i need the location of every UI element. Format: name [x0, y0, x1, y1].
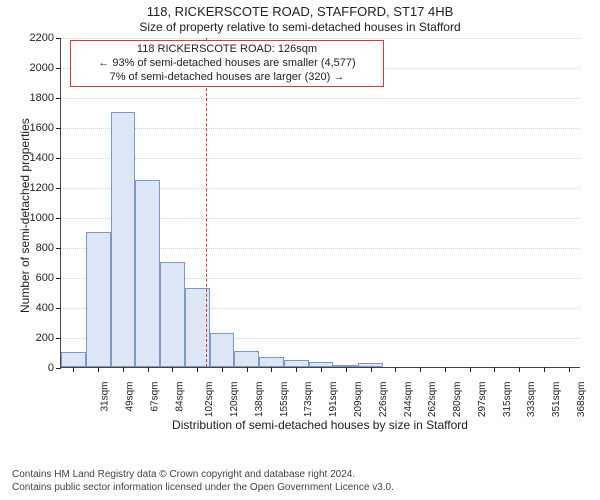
y-tick-mark	[56, 38, 61, 39]
x-tick-label: 351sqm	[551, 382, 562, 418]
x-tick-label: 209sqm	[353, 382, 364, 418]
x-tick-label: 280sqm	[452, 382, 463, 418]
grid-line	[61, 98, 580, 99]
y-tick-mark	[56, 98, 61, 99]
y-tick-mark	[56, 218, 61, 219]
histogram-bar	[259, 357, 284, 368]
y-tick-mark	[56, 68, 61, 69]
x-tick-label: 67sqm	[149, 382, 160, 412]
y-tick-label: 800	[4, 242, 54, 254]
histogram-bar	[135, 180, 160, 368]
x-tick-mark	[445, 367, 446, 372]
x-tick-label: 102sqm	[205, 382, 216, 418]
y-tick-label: 0	[4, 362, 54, 374]
y-tick-mark	[56, 368, 61, 369]
x-tick-mark	[123, 367, 124, 372]
x-tick-mark	[420, 367, 421, 372]
x-tick-mark	[172, 367, 173, 372]
footer-attribution: Contains HM Land Registry data © Crown c…	[12, 469, 394, 494]
x-tick-mark	[519, 367, 520, 372]
x-tick-label: 226sqm	[378, 382, 389, 418]
x-tick-label: 315sqm	[502, 382, 513, 418]
x-tick-label: 155sqm	[279, 382, 290, 418]
x-tick-label: 191sqm	[328, 382, 339, 418]
y-tick-label: 1800	[4, 92, 54, 104]
y-tick-mark	[56, 158, 61, 159]
page-title: 118, RICKERSCOTE ROAD, STAFFORD, ST17 4H…	[0, 4, 600, 19]
x-tick-mark	[569, 367, 570, 372]
x-tick-label: 84sqm	[174, 382, 185, 412]
y-tick-label: 2000	[4, 62, 54, 74]
x-tick-mark	[222, 367, 223, 372]
histogram-bar	[210, 333, 235, 368]
histogram-bar	[234, 351, 259, 368]
x-axis-label: Distribution of semi-detached houses by …	[60, 418, 580, 432]
histogram-bar	[61, 352, 86, 367]
histogram-bar	[160, 262, 185, 367]
histogram-bar	[284, 360, 309, 367]
x-tick-mark	[296, 367, 297, 372]
y-tick-label: 200	[4, 332, 54, 344]
y-tick-label: 1200	[4, 182, 54, 194]
x-tick-mark	[494, 367, 495, 372]
x-tick-label: 138sqm	[254, 382, 265, 418]
annotation-line: 118 RICKERSCOTE ROAD: 126sqm	[77, 43, 377, 57]
histogram-bar	[111, 112, 136, 367]
y-tick-mark	[56, 128, 61, 129]
y-tick-mark	[56, 188, 61, 189]
x-tick-label: 297sqm	[477, 382, 488, 418]
x-tick-label: 120sqm	[229, 382, 240, 418]
y-tick-label: 1600	[4, 122, 54, 134]
x-tick-mark	[197, 367, 198, 372]
x-tick-label: 368sqm	[576, 382, 587, 418]
property-size-marker	[206, 38, 207, 367]
x-tick-mark	[395, 367, 396, 372]
y-tick-label: 600	[4, 272, 54, 284]
page-subtitle: Size of property relative to semi-detach…	[0, 20, 600, 34]
x-tick-label: 49sqm	[125, 382, 136, 412]
y-tick-mark	[56, 338, 61, 339]
x-tick-mark	[73, 367, 74, 372]
footer-line-2: Contains public sector information licen…	[12, 482, 394, 495]
y-tick-label: 1400	[4, 152, 54, 164]
chart-plot-area	[60, 38, 580, 368]
annotation-box: 118 RICKERSCOTE ROAD: 126sqm← 93% of sem…	[70, 40, 384, 87]
x-tick-label: 31sqm	[100, 382, 111, 412]
y-tick-mark	[56, 308, 61, 309]
histogram-bar	[86, 232, 111, 367]
annotation-line: 7% of semi-detached houses are larger (3…	[77, 71, 377, 85]
x-tick-label: 262sqm	[427, 382, 438, 418]
x-tick-mark	[470, 367, 471, 372]
annotation-line: ← 93% of semi-detached houses are smalle…	[77, 57, 377, 71]
grid-line	[61, 38, 580, 39]
x-tick-label: 244sqm	[403, 382, 414, 418]
x-tick-label: 173sqm	[304, 382, 315, 418]
x-tick-label: 333sqm	[526, 382, 537, 418]
x-tick-mark	[247, 367, 248, 372]
x-tick-mark	[346, 367, 347, 372]
grid-line	[61, 158, 580, 159]
y-tick-mark	[56, 248, 61, 249]
x-tick-mark	[98, 367, 99, 372]
x-tick-mark	[544, 367, 545, 372]
y-tick-label: 2200	[4, 32, 54, 44]
y-tick-labels: 0200400600800100012001400160018002000220…	[0, 38, 54, 368]
y-tick-label: 400	[4, 302, 54, 314]
x-tick-mark	[371, 367, 372, 372]
x-tick-mark	[321, 367, 322, 372]
grid-line	[61, 128, 580, 129]
footer-line-1: Contains HM Land Registry data © Crown c…	[12, 469, 394, 482]
x-tick-mark	[271, 367, 272, 372]
x-tick-mark	[148, 367, 149, 372]
y-tick-label: 1000	[4, 212, 54, 224]
y-tick-mark	[56, 278, 61, 279]
